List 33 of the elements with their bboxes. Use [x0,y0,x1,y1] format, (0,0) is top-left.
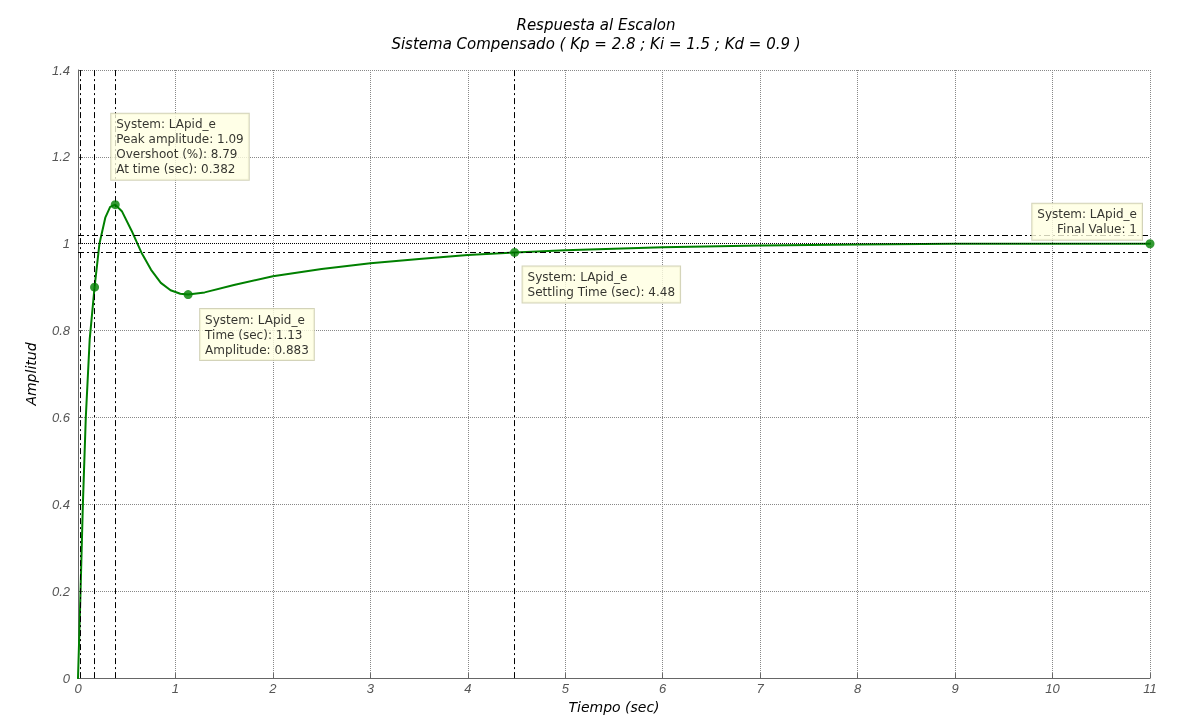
point [510,247,520,257]
x-tick-label: 6 [659,681,668,697]
point [183,290,193,300]
y-tick-label: 0.4 [51,496,70,512]
x-tick-label: 10 [1045,681,1061,697]
x-tick-label: 5 [561,681,570,697]
chart-title: Respuesta al Escalon [516,15,676,34]
point [110,200,120,210]
x-tick-label: 8 [854,681,863,697]
x-tick-label: 2 [268,681,278,697]
annotation: System: LApid_e Peak amplitude: 1.09 Overshoot (%): 8.79 At time (sec): 0.382 [116,117,244,177]
y-axis-title: Amplitud [23,342,39,407]
point [1145,239,1155,249]
x-tick-label: 11 [1143,681,1157,697]
y-tick-label: 1.2 [51,149,71,165]
x-tick-label: 4 [464,681,472,697]
point [90,282,100,292]
x-tick-label: 3 [366,681,375,697]
y-tick-label: 0.6 [51,409,71,425]
y-tick-label: 1 [62,236,70,252]
y-tick-label: 0 [62,670,71,686]
x-tick-label: 0 [74,681,83,697]
y-tick-label: 1.4 [51,62,70,78]
y-tick-label: 0.2 [51,583,71,599]
annotation: System: LApid_e Settling Time (sec): 4.48 [527,269,676,299]
x-tick-label: 7 [756,681,765,697]
x-tick-label: 9 [951,681,959,697]
y-tick-label: 0.8 [51,323,71,339]
annotation: System: LApid_e Time (sec): 1.13 Amplitude: 0.883 [204,312,309,357]
annotation: System: LApid_e Final Value: 1 [1037,207,1137,237]
chart-subtitle: Sistema Compensado ( Kp = 2.8 ; Ki = 1.5 ; Kd = 0.9 ) [391,34,801,53]
x-axis-title: Tiempo (sec) [568,699,660,715]
x-tick-label: 1 [171,681,180,697]
